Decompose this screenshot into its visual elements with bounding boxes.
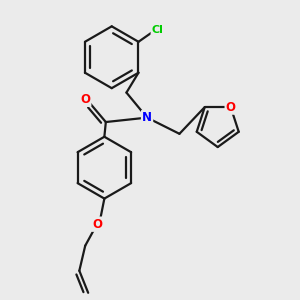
- Text: O: O: [226, 100, 236, 114]
- Text: Cl: Cl: [152, 25, 164, 35]
- Text: N: N: [142, 111, 152, 124]
- Text: O: O: [92, 218, 102, 231]
- Text: O: O: [80, 93, 90, 106]
